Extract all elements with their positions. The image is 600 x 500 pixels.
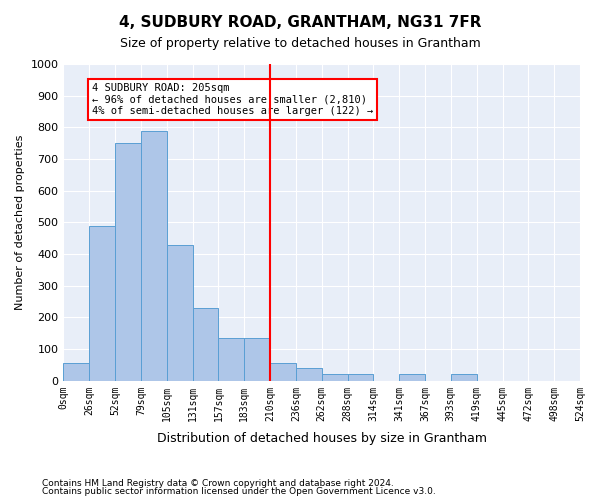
Bar (115, 143, 141, 381)
Bar (399, 374, 425, 381)
Bar (167, 244, 193, 381)
Bar (244, 338, 270, 381)
Text: Contains public sector information licensed under the Open Government Licence v3: Contains public sector information licen… (42, 487, 436, 496)
Bar (64, 364, 89, 381)
Text: 4, SUDBURY ROAD, GRANTHAM, NG31 7FR: 4, SUDBURY ROAD, GRANTHAM, NG31 7FR (119, 15, 481, 30)
Bar (322, 374, 347, 381)
Bar (89, 226, 115, 381)
Bar (193, 308, 218, 381)
X-axis label: Distribution of detached houses by size in Grantham: Distribution of detached houses by size … (157, 432, 487, 445)
Bar (347, 374, 373, 381)
Text: Contains HM Land Registry data © Crown copyright and database right 2024.: Contains HM Land Registry data © Crown c… (42, 478, 394, 488)
Bar (270, 364, 296, 381)
Bar (141, 130, 167, 381)
Bar (218, 338, 244, 381)
Bar (296, 368, 322, 381)
Bar (451, 374, 476, 381)
Y-axis label: Number of detached properties: Number of detached properties (15, 134, 25, 310)
Text: 4 SUDBURY ROAD: 205sqm
← 96% of detached houses are smaller (2,810)
4% of semi-d: 4 SUDBURY ROAD: 205sqm ← 96% of detached… (92, 83, 373, 116)
Text: Size of property relative to detached houses in Grantham: Size of property relative to detached ho… (119, 38, 481, 51)
